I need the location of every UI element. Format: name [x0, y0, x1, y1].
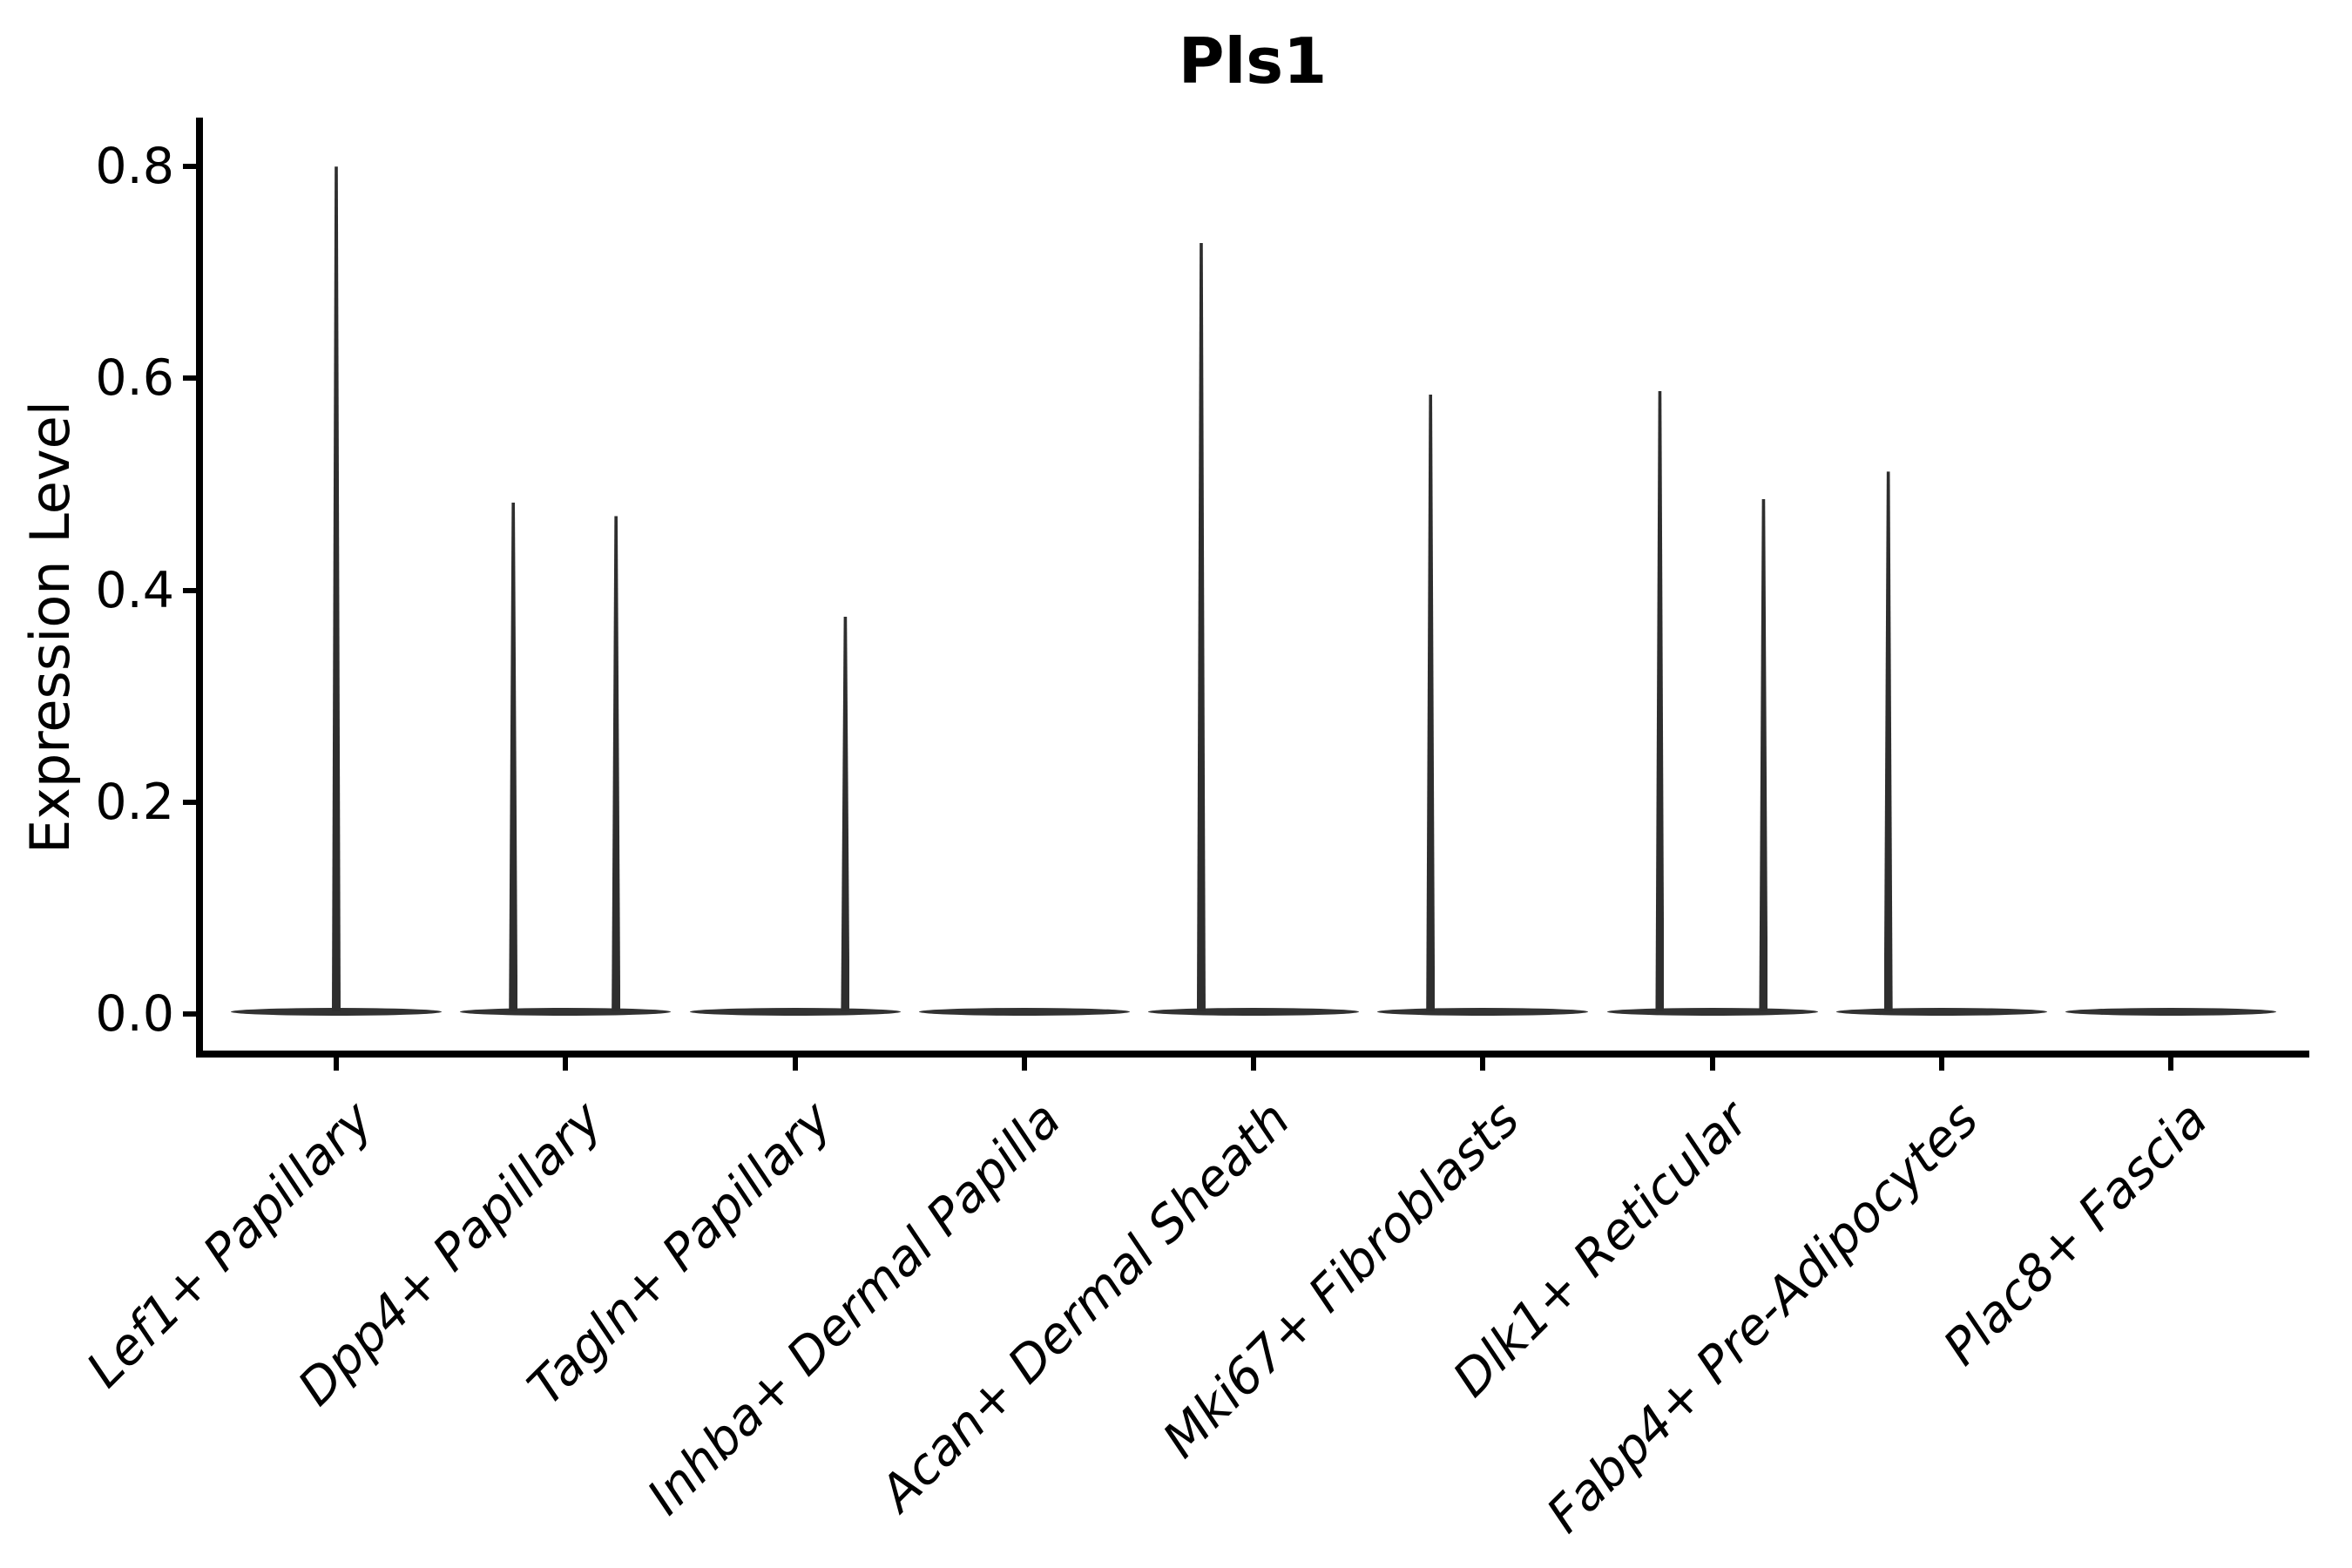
y-tick-label: 0.0	[95, 985, 174, 1043]
x-tick-mark	[334, 1058, 339, 1071]
violin-tail	[1426, 394, 1436, 1011]
x-tick-mark	[1938, 1058, 1944, 1071]
x-tick-mark	[1709, 1058, 1715, 1071]
violin-tail	[1759, 499, 1768, 1011]
violin-tail	[1883, 471, 1893, 1011]
violin-tail	[1655, 390, 1665, 1011]
violin-body	[1377, 1007, 1589, 1016]
y-tick-mark	[183, 1011, 196, 1017]
y-tick-mark	[183, 799, 196, 805]
violin-body	[1835, 1007, 2047, 1016]
violin-body	[460, 1007, 672, 1016]
y-tick-label: 0.4	[95, 561, 174, 619]
violin-body	[689, 1007, 901, 1016]
violin-body	[1606, 1007, 1818, 1016]
x-tick-mark	[1480, 1058, 1486, 1071]
plot-title: Pls1	[1178, 24, 1328, 98]
y-tick-label: 0.8	[95, 138, 174, 196]
violin-tail	[1196, 242, 1206, 1011]
x-tick-mark	[563, 1058, 569, 1071]
x-tick-label: Inhba+ Dermal Papilla	[636, 1091, 1072, 1526]
x-tick-label: Fabp4+ Pre-Adipocytes	[1536, 1091, 1990, 1544]
x-tick-label: Acan+ Dermal Sheath	[869, 1091, 1301, 1523]
x-tick-mark	[2168, 1058, 2173, 1071]
x-axis-spine	[196, 1051, 2309, 1058]
violin-tail	[841, 617, 850, 1011]
violin-body	[1148, 1007, 1359, 1016]
y-tick-mark	[183, 164, 196, 170]
violin-body	[918, 1007, 1130, 1016]
y-tick-mark	[183, 375, 196, 382]
x-tick-mark	[1021, 1058, 1027, 1071]
y-tick-label: 0.6	[95, 349, 174, 408]
x-tick-mark	[792, 1058, 798, 1071]
violin-body	[231, 1007, 442, 1016]
violin-body	[2065, 1007, 2276, 1016]
y-axis-spine	[196, 118, 203, 1058]
violin-tail	[509, 502, 518, 1011]
y-tick-mark	[183, 587, 196, 593]
x-tick-mark	[1251, 1058, 1256, 1071]
y-tick-label: 0.2	[95, 773, 174, 831]
violin-tail	[612, 516, 621, 1011]
violin-tail	[332, 166, 341, 1011]
